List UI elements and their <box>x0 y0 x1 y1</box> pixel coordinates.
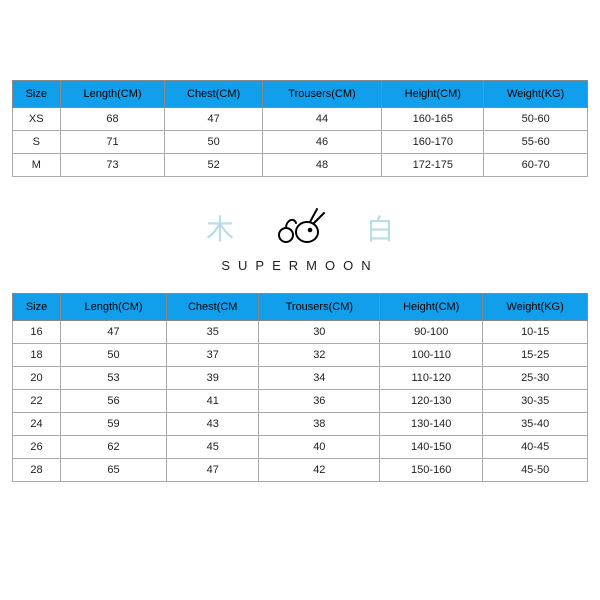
table-cell: 172-175 <box>382 154 484 177</box>
table-cell: 10-15 <box>483 321 588 344</box>
brand-name: SUPERMOON <box>221 258 378 273</box>
table-cell: 30 <box>259 321 380 344</box>
table-cell: 37 <box>167 344 259 367</box>
table-cell: 50 <box>61 344 167 367</box>
table-cell: 22 <box>13 390 61 413</box>
table-cell: 20 <box>13 367 61 390</box>
table-row: 24594338130-14035-40 <box>13 413 588 436</box>
table-cell: 40-45 <box>483 436 588 459</box>
table-cell: 43 <box>167 413 259 436</box>
table-row: XS684744160-16550-60 <box>13 108 588 131</box>
table-cell: 120-130 <box>380 390 483 413</box>
col-height: Height(CM) <box>380 294 483 321</box>
table-cell: 140-150 <box>380 436 483 459</box>
table-row: 28654742150-16045-50 <box>13 459 588 482</box>
table-cell: 90-100 <box>380 321 483 344</box>
table-cell: 110-120 <box>380 367 483 390</box>
table-cell: 100-110 <box>380 344 483 367</box>
table-cell: 39 <box>167 367 259 390</box>
table-header-row: Size Length(CM) Chest(CM) Trousers(CM) H… <box>13 81 588 108</box>
table-cell: 53 <box>61 367 167 390</box>
table-cell: 48 <box>262 154 382 177</box>
col-weight: Weight(KG) <box>483 294 588 321</box>
table-cell: 32 <box>259 344 380 367</box>
table-cell: 25-30 <box>483 367 588 390</box>
table-cell: 15-25 <box>483 344 588 367</box>
kids-size-table: Size Length(CM) Chest(CM Trousers(CM) He… <box>12 293 588 482</box>
col-size: Size <box>13 81 61 108</box>
logo-icons: 木 白 <box>206 205 394 250</box>
table-cell: 160-170 <box>382 131 484 154</box>
table-row: S715046160-17055-60 <box>13 131 588 154</box>
table-cell: 150-160 <box>380 459 483 482</box>
table-cell: 50-60 <box>484 108 588 131</box>
table-cell: 47 <box>167 459 259 482</box>
table-cell: 59 <box>61 413 167 436</box>
col-size: Size <box>13 294 61 321</box>
table-cell: 55-60 <box>484 131 588 154</box>
table-cell: 65 <box>61 459 167 482</box>
col-chest: Chest(CM) <box>165 81 262 108</box>
table-cell: 34 <box>259 367 380 390</box>
table-cell: 16 <box>13 321 61 344</box>
table-cell: XS <box>13 108 61 131</box>
size-chart-container: Size Length(CM) Chest(CM) Trousers(CM) H… <box>0 0 600 600</box>
table-row: 20533934110-12025-30 <box>13 367 588 390</box>
table-cell: 46 <box>262 131 382 154</box>
table-cell: 71 <box>60 131 165 154</box>
table-cell: 30-35 <box>483 390 588 413</box>
table-cell: 68 <box>60 108 165 131</box>
col-trousers: Trousers(CM) <box>262 81 382 108</box>
table-cell: 28 <box>13 459 61 482</box>
table-cell: 26 <box>13 436 61 459</box>
table-cell: 24 <box>13 413 61 436</box>
col-trousers: Trousers(CM) <box>259 294 380 321</box>
table-cell: 160-165 <box>382 108 484 131</box>
table-cell: S <box>13 131 61 154</box>
logo-char-left: 木 <box>206 208 234 248</box>
col-length: Length(CM) <box>61 294 167 321</box>
col-chest: Chest(CM <box>167 294 259 321</box>
table-header-row: Size Length(CM) Chest(CM Trousers(CM) He… <box>13 294 588 321</box>
adult-size-table: Size Length(CM) Chest(CM) Trousers(CM) H… <box>12 80 588 177</box>
table-cell: 42 <box>259 459 380 482</box>
table-cell: 73 <box>60 154 165 177</box>
logo-char-right: 白 <box>366 208 394 248</box>
table-row: 22564136120-13030-35 <box>13 390 588 413</box>
table-row: 18503732100-11015-25 <box>13 344 588 367</box>
table-cell: 45 <box>167 436 259 459</box>
table-cell: 41 <box>167 390 259 413</box>
table-cell: 35-40 <box>483 413 588 436</box>
col-height: Height(CM) <box>382 81 484 108</box>
table-cell: 47 <box>165 108 262 131</box>
table-cell: 50 <box>165 131 262 154</box>
table-cell: M <box>13 154 61 177</box>
table-row: 1647353090-10010-15 <box>13 321 588 344</box>
rabbit-icon <box>272 205 328 250</box>
table-cell: 47 <box>61 321 167 344</box>
table-cell: 44 <box>262 108 382 131</box>
table-cell: 45-50 <box>483 459 588 482</box>
table-row: M735248172-17560-70 <box>13 154 588 177</box>
table-cell: 40 <box>259 436 380 459</box>
table-cell: 60-70 <box>484 154 588 177</box>
table-cell: 52 <box>165 154 262 177</box>
table-cell: 18 <box>13 344 61 367</box>
table-cell: 130-140 <box>380 413 483 436</box>
table-cell: 38 <box>259 413 380 436</box>
col-weight: Weight(KG) <box>484 81 588 108</box>
col-length: Length(CM) <box>60 81 165 108</box>
table-cell: 62 <box>61 436 167 459</box>
table-cell: 56 <box>61 390 167 413</box>
brand-logo-section: 木 白 SUPERMOON <box>12 205 588 273</box>
table-row: 26624540140-15040-45 <box>13 436 588 459</box>
table-cell: 35 <box>167 321 259 344</box>
table-cell: 36 <box>259 390 380 413</box>
